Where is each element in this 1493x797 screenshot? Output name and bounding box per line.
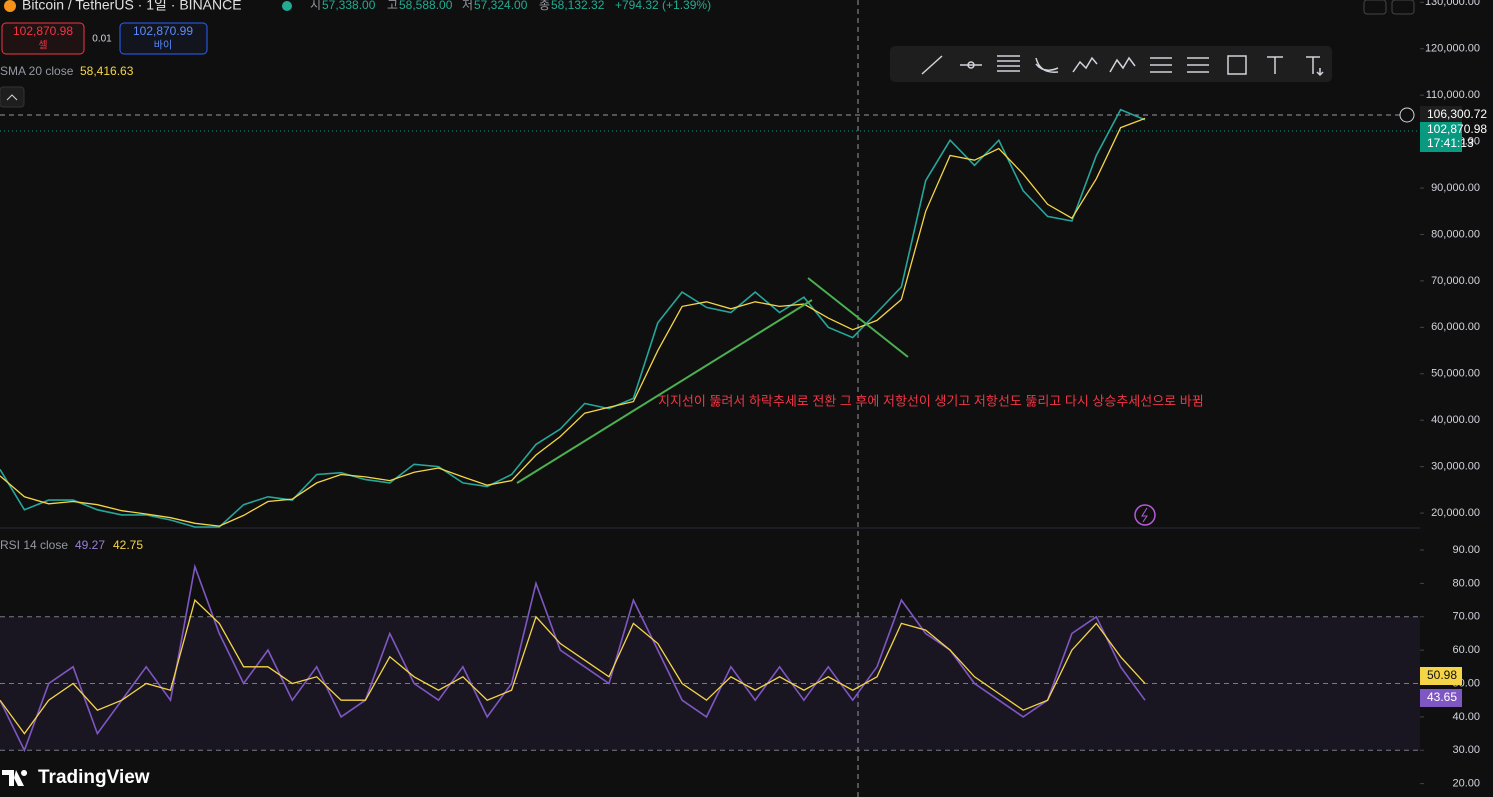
sma-value: 58,416.63 [80,64,134,78]
rsi-tag: 43.65 [1427,690,1457,704]
y-tick-label: 40,000.00 [1431,414,1480,426]
buy-button[interactable] [119,22,208,55]
rsi-ma-tag: 50.98 [1427,668,1457,682]
pattern-tool[interactable] [1072,56,1098,73]
logo: TradingView [38,767,150,788]
horizontal-ray-tool[interactable] [960,61,982,69]
resistance-trendline[interactable] [807,277,909,358]
rectangle-tool[interactable] [1227,55,1247,75]
last-price-box [1420,122,1462,152]
support-trendline[interactable] [516,299,813,484]
ohlc-value: 57,338.00 [322,0,376,12]
drawing-toolbar [890,46,1332,82]
alert-icon[interactable] [1134,504,1156,526]
rsi-label: RSI 14 close [0,538,68,552]
y-tick-label: 60.00 [1452,644,1480,656]
y-tick-label: 30,000.00 [1431,461,1480,473]
rsi-ma-value: 42.75 [113,538,143,552]
annotation[interactable]: 지지선이 뚫려서 하락추세로 전환 그 후에 저항선이 생기고 저항선도 뚫리고… [658,393,1204,408]
y-tick-label: 90.00 [1452,544,1480,556]
fullscreen-button[interactable] [1391,0,1415,15]
series-line [0,108,1146,528]
ohlc-value: 58,588.00 [399,0,453,12]
trendline-tool[interactable] [921,55,943,75]
fib-tool[interactable] [1035,57,1059,73]
ohlc-change: +794.32 (+1.39%) [615,0,711,12]
series-line [0,563,1146,753]
sell-label[interactable]: 셀 [38,40,47,52]
y-tick-label: 20,000.00 [1431,507,1480,519]
sell-price[interactable]: 102,870.98 [13,24,73,38]
ohlc-value: 58,132.32 [551,0,605,12]
y-tick-label: 70.00 [1452,611,1480,623]
series-line [0,117,1146,527]
ohlc-label: 저 [462,0,473,12]
y-tick-label: 50,000.00 [1431,368,1480,380]
scroll-button[interactable] [1363,0,1387,15]
crosshair-price: 106,300.72 [1427,107,1487,121]
range-tool[interactable] [1187,57,1209,73]
abcd-tool[interactable] [1109,56,1136,73]
y-tick-label: 40.00 [1452,711,1480,723]
y-tick-label: 70,000.00 [1431,275,1480,287]
spread: 0.01 [92,34,112,45]
y-tick-label: 120,000.00 [1425,43,1480,55]
buy-label[interactable]: 바이 [154,40,172,52]
y-tick-label: 130,000.00 [1425,0,1480,8]
ohlc-value: 57,324.00 [474,0,528,12]
toolbar-icons [921,55,1324,77]
add-button[interactable] [1399,107,1415,123]
rsi-tag-box [1420,689,1462,707]
y-tick-label: 20.00 [1452,778,1480,790]
pitchfork-tool[interactable] [997,55,1020,72]
sell-button[interactable] [1,22,85,55]
alert-bolt [1141,507,1148,523]
rsi-value: 49.27 [75,538,105,552]
collapse-icon [6,94,18,101]
projection-tool[interactable] [1150,57,1172,73]
ohlc-label: 고 [387,0,398,12]
symbol-icon [4,0,16,12]
sma-label: SMA 20 close [0,64,74,78]
y-tick-label: 60,000.00 [1431,321,1480,333]
ohlc-label: 시 [310,0,321,12]
y-tick-label: 80.00 [1452,577,1480,589]
collapse-button[interactable] [0,86,25,108]
y-tick-label: 80,000.00 [1431,228,1480,240]
buy-price[interactable]: 102,870.99 [133,24,193,38]
y-tick-label: 90,000.00 [1431,182,1480,194]
symbol-title[interactable]: Bitcoin / TetherUS · 1일 · BINANCE [22,0,242,13]
anchored-text-tool[interactable] [1306,56,1324,77]
y-tick-label: 30.00 [1452,744,1480,756]
ohlc-label: 종 [539,0,550,12]
last-price: 102,870.98 [1427,122,1487,136]
logo-icon [2,770,28,786]
text-tool[interactable] [1267,56,1283,74]
crosshair-price-box [1420,106,1462,124]
countdown: 17:41:13 [1427,136,1474,150]
y-tick-label: 110,000.00 [1426,89,1480,101]
series-line [0,598,1146,735]
market-status [282,1,292,11]
rsi-ma-tag-box [1420,667,1462,685]
